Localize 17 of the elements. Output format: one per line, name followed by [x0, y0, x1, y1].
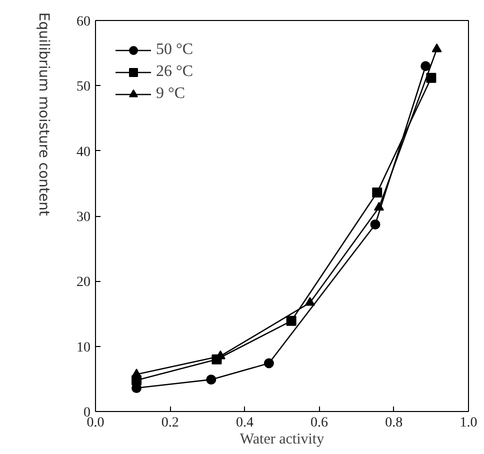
y-tick-label: 60 [76, 14, 90, 30]
x-tick-label: 1.0 [460, 416, 478, 430]
y-tick-label: 20 [76, 275, 90, 290]
legend-label: 26 °C [156, 63, 194, 81]
x-tick-label: 0.0 [86, 416, 104, 430]
x-tick-label: 0.2 [161, 416, 179, 430]
y-tick-label: 10 [76, 340, 90, 356]
y-tick-label: 40 [76, 144, 90, 160]
x-tick-label: 0.6 [310, 416, 328, 430]
x-tick-label: 0.8 [385, 416, 403, 430]
y-tick-label: 30 [76, 210, 90, 225]
legend-label: 50 °C [156, 41, 194, 59]
legend-label: 9 °C [156, 85, 186, 103]
x-tick-label: 0.4 [236, 416, 254, 430]
y-tick-label: 50 [76, 80, 90, 95]
y-axis-title: Equilibrium moisture content [36, 12, 52, 217]
x-axis-title: Water activity [240, 432, 325, 448]
